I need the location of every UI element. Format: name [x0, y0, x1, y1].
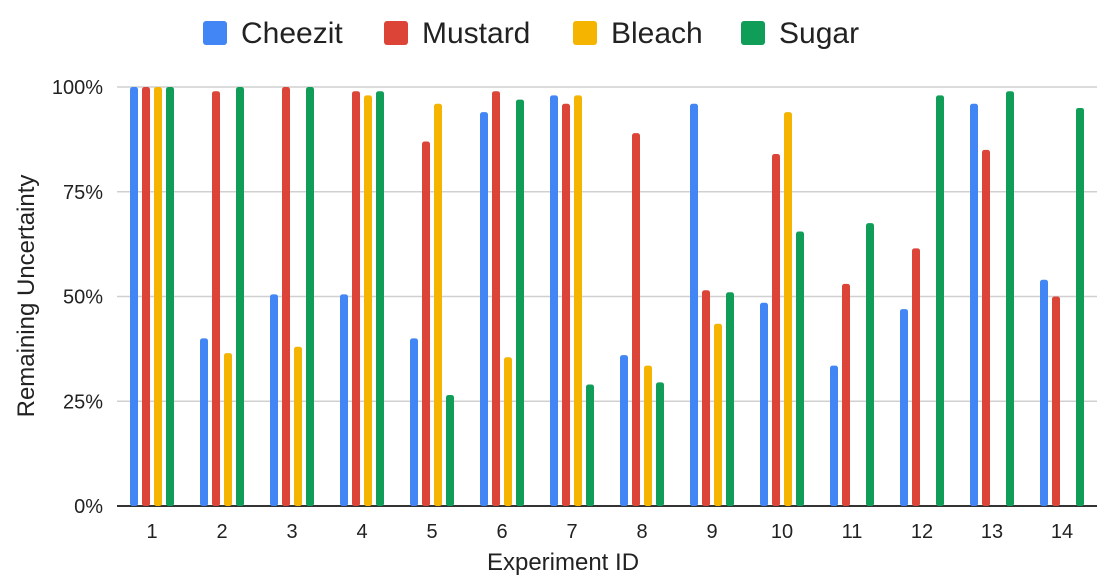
x-axis-ticks: 1 2 3 4 5 6 7 8 9 10 11 12 13 14 — [146, 521, 1073, 543]
y-tick-label: 50% — [63, 287, 103, 309]
legend-item-sugar: Sugar — [741, 17, 859, 50]
bar-bleach-9 — [714, 323, 722, 506]
bar-cheezit-14 — [1040, 279, 1048, 506]
y-tick-label: 75% — [63, 182, 103, 204]
x-axis-title: Experiment ID — [487, 549, 639, 576]
bar-sugar-14 — [1076, 107, 1084, 506]
y-axis-title: Remaining Uncertainty — [13, 175, 40, 418]
gridlines — [117, 86, 1097, 507]
y-tick-label: 0% — [74, 496, 103, 518]
bar-mustard-13 — [982, 149, 990, 506]
bar-cheezit-13 — [970, 103, 978, 506]
bar-mustard-1 — [142, 87, 150, 506]
bar-mustard-10 — [772, 154, 780, 507]
bar-mustard-7 — [562, 103, 570, 506]
legend-label: Cheezit — [241, 17, 343, 50]
bar-sugar-2 — [236, 87, 244, 506]
x-tick-label: 13 — [981, 521, 1003, 543]
bar-sugar-3 — [306, 87, 314, 506]
bar-mustard-14 — [1052, 296, 1060, 506]
legend-swatch — [573, 21, 597, 45]
x-tick-label: 12 — [911, 521, 933, 543]
x-tick-label: 6 — [496, 521, 507, 543]
y-tick-label: 25% — [63, 391, 103, 413]
legend-label: Sugar — [779, 17, 859, 50]
x-tick-label: 9 — [706, 521, 717, 543]
bar-cheezit-1 — [130, 87, 138, 506]
bar-bleach-1 — [154, 87, 162, 506]
bar-sugar-9 — [726, 292, 734, 506]
bar-cheezit-5 — [410, 338, 418, 506]
bar-cheezit-4 — [340, 294, 348, 506]
bar-bleach-3 — [294, 346, 302, 506]
bar-mustard-5 — [422, 141, 430, 506]
legend-item-mustard: Mustard — [384, 17, 530, 50]
bar-bleach-8 — [644, 365, 652, 506]
bar-bleach-2 — [224, 353, 232, 506]
legend-swatch — [203, 21, 227, 45]
bar-cheezit-11 — [830, 365, 838, 506]
bar-sugar-11 — [866, 223, 874, 507]
x-tick-label: 2 — [216, 521, 227, 543]
y-tick-label: 100% — [52, 77, 103, 99]
x-tick-label: 4 — [356, 521, 367, 543]
bar-bleach-10 — [784, 112, 792, 506]
x-tick-label: 11 — [842, 521, 863, 543]
x-tick-label: 8 — [636, 521, 647, 543]
bar-mustard-4 — [352, 91, 360, 506]
bar-sugar-10 — [796, 231, 804, 506]
bar-sugar-8 — [656, 382, 664, 506]
bar-mustard-12 — [912, 248, 920, 506]
bar-cheezit-12 — [900, 309, 908, 506]
bar-sugar-5 — [446, 394, 454, 506]
bar-sugar-7 — [586, 384, 594, 506]
bars — [130, 87, 1084, 507]
legend-swatch — [384, 21, 408, 45]
bar-bleach-5 — [434, 103, 442, 506]
bar-mustard-8 — [632, 133, 640, 506]
x-tick-label: 3 — [286, 521, 297, 543]
legend-item-bleach: Bleach — [573, 17, 703, 50]
legend-label: Bleach — [611, 17, 703, 50]
x-tick-label: 10 — [771, 521, 793, 543]
bar-cheezit-10 — [760, 302, 768, 506]
bar-sugar-4 — [376, 91, 384, 506]
bar-cheezit-9 — [690, 103, 698, 506]
bar-sugar-12 — [936, 95, 944, 506]
legend-item-cheezit: Cheezit — [203, 17, 343, 50]
x-tick-label: 5 — [426, 521, 437, 543]
bar-mustard-6 — [492, 91, 500, 506]
bar-cheezit-7 — [550, 95, 558, 506]
bar-mustard-9 — [702, 290, 710, 506]
bar-mustard-3 — [282, 87, 290, 506]
bar-bleach-4 — [364, 95, 372, 506]
x-tick-label: 7 — [566, 521, 577, 543]
bar-cheezit-2 — [200, 338, 208, 506]
legend: Cheezit Mustard Bleach Sugar — [203, 17, 859, 50]
bar-cheezit-3 — [270, 294, 278, 506]
x-tick-label: 14 — [1051, 521, 1073, 543]
bar-mustard-2 — [212, 91, 220, 506]
bar-sugar-6 — [516, 99, 524, 506]
bar-bleach-7 — [574, 95, 582, 506]
bar-cheezit-8 — [620, 355, 628, 506]
bar-sugar-1 — [166, 87, 174, 506]
bar-sugar-13 — [1006, 91, 1014, 506]
y-axis-ticks: 0% 25% 50% 75% 100% — [52, 77, 103, 518]
x-tick-label: 1 — [146, 521, 157, 543]
bar-cheezit-6 — [480, 112, 488, 506]
legend-label: Mustard — [422, 17, 530, 50]
legend-swatch — [741, 21, 765, 45]
bar-bleach-6 — [504, 357, 512, 506]
bar-mustard-11 — [842, 283, 850, 506]
